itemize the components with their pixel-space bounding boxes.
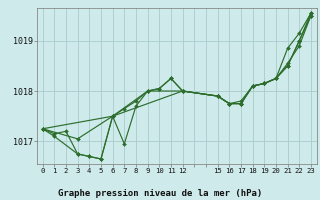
Text: Graphe pression niveau de la mer (hPa): Graphe pression niveau de la mer (hPa): [58, 189, 262, 198]
